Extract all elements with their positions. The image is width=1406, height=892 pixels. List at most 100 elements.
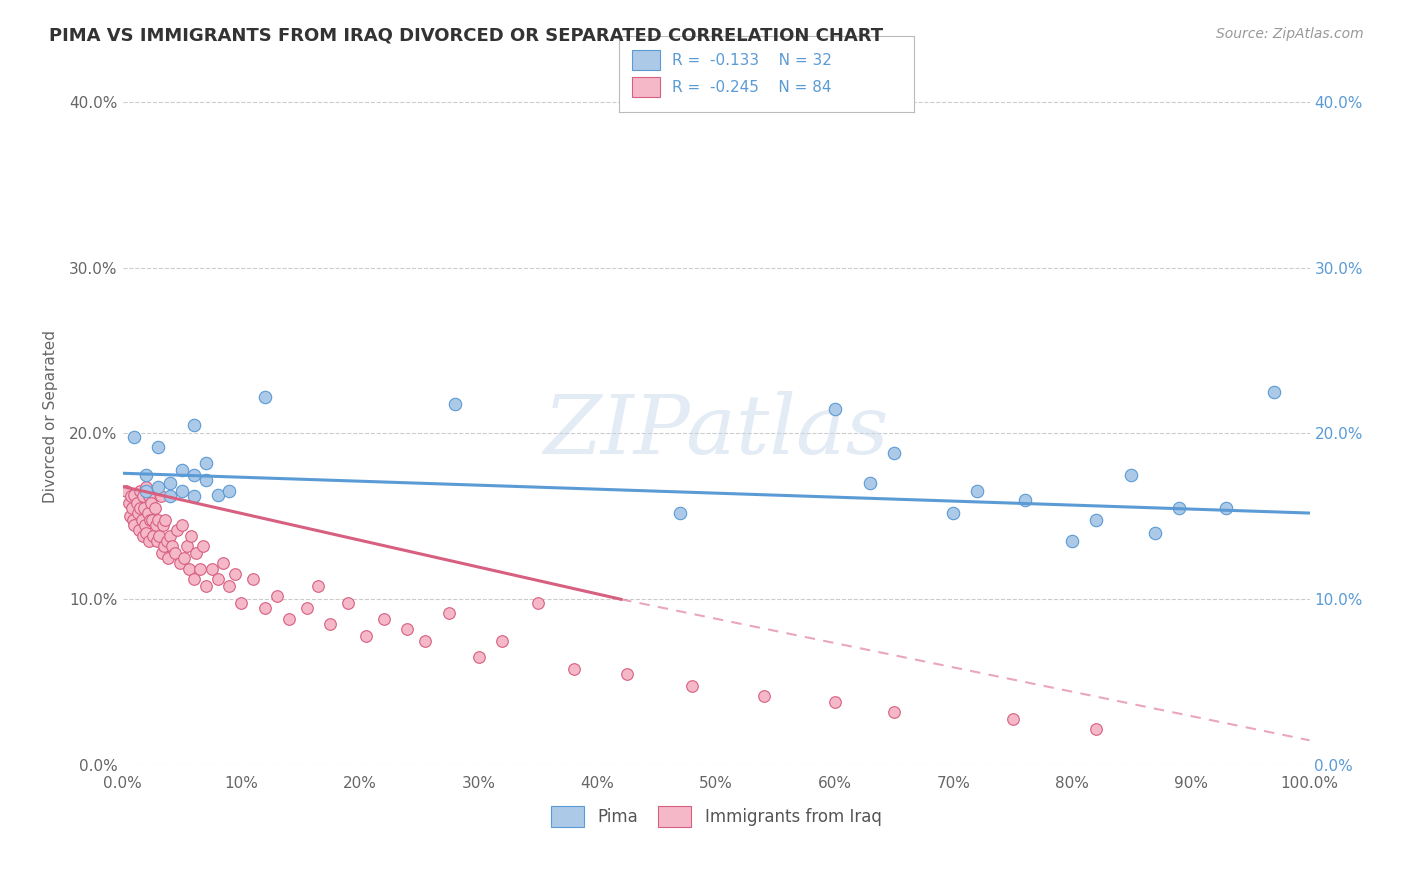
- Point: [1084, 513, 1107, 527]
- Point: [132, 501, 155, 516]
- Point: [218, 579, 240, 593]
- Text: PIMA VS IMMIGRANTS FROM IRAQ DIVORCED OR SEPARATED CORRELATION CHART: PIMA VS IMMIGRANTS FROM IRAQ DIVORCED OR…: [49, 27, 883, 45]
- Point: [186, 546, 208, 560]
- Point: [231, 596, 253, 610]
- Point: [148, 479, 170, 493]
- Point: [162, 539, 184, 553]
- Point: [413, 633, 436, 648]
- Point: [124, 517, 146, 532]
- Point: [170, 463, 193, 477]
- Point: [194, 579, 217, 593]
- Point: [444, 396, 467, 410]
- Point: [188, 562, 211, 576]
- Point: [266, 589, 288, 603]
- Point: [131, 513, 153, 527]
- Point: [121, 501, 143, 516]
- Point: [156, 550, 179, 565]
- Point: [166, 523, 188, 537]
- Point: [125, 496, 148, 510]
- Point: [136, 506, 159, 520]
- Point: [194, 456, 217, 470]
- Point: [295, 600, 318, 615]
- Point: [138, 490, 160, 504]
- Point: [437, 606, 460, 620]
- Point: [129, 501, 152, 516]
- Point: [180, 529, 202, 543]
- Point: [145, 517, 167, 532]
- Point: [824, 401, 846, 416]
- Point: [859, 476, 882, 491]
- Point: [129, 484, 152, 499]
- Point: [170, 484, 193, 499]
- Point: [194, 473, 217, 487]
- Point: [148, 529, 170, 543]
- Point: [132, 529, 155, 543]
- Point: [127, 506, 149, 520]
- Point: [146, 534, 169, 549]
- Point: [319, 617, 342, 632]
- Point: [120, 490, 142, 504]
- Point: [142, 529, 165, 543]
- Point: [141, 513, 163, 527]
- Point: [183, 573, 205, 587]
- Point: [176, 539, 198, 553]
- Point: [138, 534, 160, 549]
- Point: [616, 667, 638, 681]
- Point: [183, 418, 205, 433]
- Point: [218, 484, 240, 499]
- Point: [139, 513, 162, 527]
- Point: [128, 523, 150, 537]
- Legend: R =  -0.133    N = 32, R =  -0.245    N = 84: R = -0.133 N = 32, R = -0.245 N = 84: [626, 44, 838, 103]
- Point: [942, 506, 965, 520]
- Point: [159, 490, 181, 504]
- Y-axis label: Divorced or Separated: Divorced or Separated: [44, 330, 58, 503]
- Point: [135, 525, 157, 540]
- Point: [135, 479, 157, 493]
- Point: [1215, 501, 1237, 516]
- Point: [1168, 501, 1191, 516]
- Point: [183, 467, 205, 482]
- Point: [122, 513, 145, 527]
- Point: [132, 490, 155, 504]
- Point: [134, 517, 156, 532]
- Point: [201, 562, 224, 576]
- Point: [183, 490, 205, 504]
- Point: [159, 529, 181, 543]
- Point: [669, 506, 692, 520]
- Point: [149, 490, 172, 504]
- Point: [883, 705, 905, 719]
- Point: [115, 484, 138, 499]
- Point: [124, 488, 146, 502]
- Legend: Pima, Immigrants from Iraq: Pima, Immigrants from Iraq: [544, 800, 889, 833]
- Point: [1001, 712, 1024, 726]
- Point: [1263, 384, 1285, 399]
- Point: [396, 622, 419, 636]
- Point: [153, 539, 176, 553]
- Point: [1121, 467, 1143, 482]
- Point: [207, 573, 229, 587]
- Point: [562, 662, 585, 676]
- Point: [224, 567, 246, 582]
- Point: [155, 534, 177, 549]
- Point: [373, 612, 395, 626]
- Point: [491, 633, 513, 648]
- Point: [148, 513, 170, 527]
- Point: [163, 546, 186, 560]
- Point: [354, 629, 377, 643]
- Point: [1144, 525, 1167, 540]
- Point: [148, 440, 170, 454]
- Point: [155, 513, 177, 527]
- Point: [307, 579, 329, 593]
- Point: [253, 600, 276, 615]
- Point: [118, 509, 141, 524]
- Point: [824, 695, 846, 709]
- Point: [277, 612, 299, 626]
- Point: [212, 556, 235, 570]
- Point: [177, 562, 200, 576]
- Text: ZIPatlas: ZIPatlas: [543, 391, 889, 471]
- Point: [143, 501, 166, 516]
- Point: [173, 550, 195, 565]
- Point: [135, 484, 157, 499]
- Point: [1014, 492, 1036, 507]
- Point: [242, 573, 264, 587]
